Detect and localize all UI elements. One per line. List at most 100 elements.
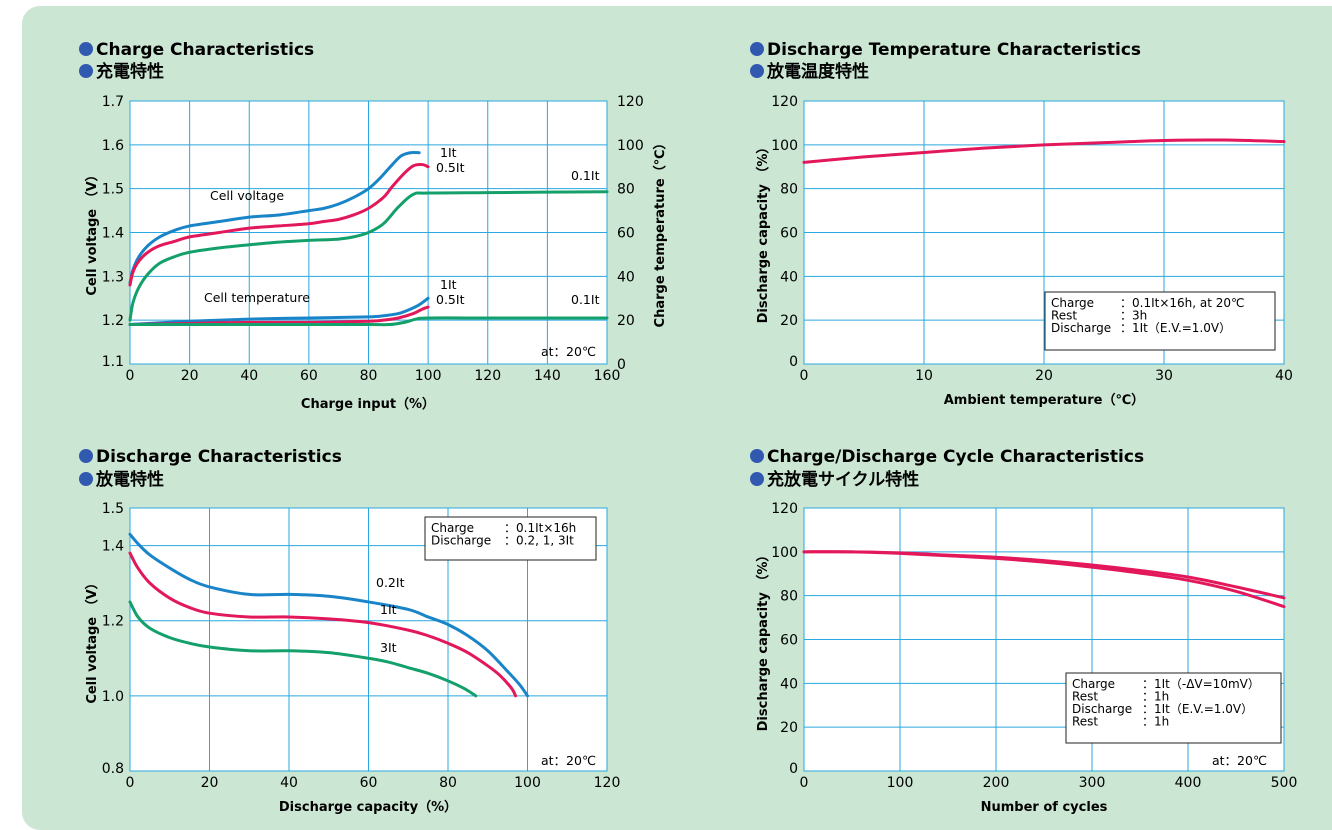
y-axis-label: Discharge capacity （%） (755, 549, 771, 732)
y-tick-labels: 1.1 1.2 1.3 1.4 1.5 1.6 1.7 (102, 94, 124, 370)
x-tick-label: 120 (594, 775, 621, 791)
cycle-chart: Charge/Discharge Cycle Characteristics 充… (750, 447, 1297, 815)
subtitle-bullet-icon (79, 64, 93, 78)
grid-lines (804, 508, 1284, 771)
voltage-05it-label: 0.5It (436, 160, 465, 175)
y-tick-label: 1.5 (102, 501, 124, 517)
y-tick-label: 1.6 (102, 138, 124, 154)
y2-tick-label: 40 (617, 269, 635, 285)
note-value: ：1It（E.V.=1.0V） (1120, 321, 1231, 335)
x-tick-label: 80 (439, 775, 457, 791)
note-box (1044, 291, 1276, 351)
series-line (128, 296, 430, 327)
series-line (128, 532, 529, 698)
note-key: Discharge (1072, 702, 1132, 716)
y-tick-label: 1.1 (102, 354, 124, 370)
y-tick-labels: 0 20 40 60 80 100 120 (771, 94, 798, 370)
x-tick-label: 20 (1035, 368, 1053, 384)
subtitle-bullet-icon (79, 472, 93, 486)
x-tick-label: 500 (1271, 775, 1298, 791)
temperature-01it-label: 0.1It (571, 292, 600, 307)
series-line (128, 316, 609, 327)
note-lines: Charge ：1It（-ΔV=10mV） Rest ：1h Discharge ：1It… (1072, 677, 1260, 729)
y-tick-label: 80 (780, 589, 798, 605)
x-tick-label: 60 (300, 368, 318, 384)
note-value: ：1h (1142, 690, 1169, 704)
x-tick-label: 40 (280, 775, 298, 791)
series-02it-label: 0.2It (376, 575, 405, 590)
note-box (1065, 672, 1282, 744)
y-tick-label: 1.2 (102, 313, 124, 329)
note-value: ：1It（E.V.=1.0V） (1142, 702, 1253, 716)
y-tick-label: 60 (780, 226, 798, 242)
y-tick-label: 100 (771, 138, 798, 154)
x-tick-label: 40 (240, 368, 258, 384)
title-bullet-icon (750, 42, 764, 56)
note-key: Discharge (431, 534, 491, 548)
y-tick-label: 20 (780, 313, 798, 329)
series-line (128, 551, 518, 698)
chart-subtitle: 放電特性 (95, 469, 164, 490)
chart-subtitle: 充放電サイクル特性 (767, 469, 919, 490)
y-tick-label: 0.8 (102, 761, 124, 777)
note-key: Discharge (1051, 321, 1111, 335)
y-axis-label: Cell voltage （V） (84, 576, 100, 703)
y-tick-label: 80 (780, 182, 798, 198)
series-line (128, 190, 609, 322)
y-tick-label: 60 (780, 633, 798, 649)
x-tick-label: 140 (534, 368, 561, 384)
y2-tick-label: 100 (617, 138, 644, 154)
conditions-note: Charge ：1It（-ΔV=10mV） Rest ：1h Discharge ：1It… (1065, 672, 1282, 744)
chart-title: Charge/Discharge Cycle Characteristics (767, 447, 1144, 467)
y-tick-label: 40 (780, 269, 798, 285)
y2-tick-label: 0 (617, 357, 626, 373)
note-key: Charge (1072, 677, 1115, 691)
x-tick-label: 10 (915, 368, 933, 384)
chart-title: Charge Characteristics (96, 40, 314, 60)
x-tick-labels: 0 20 40 60 80 100 120 (126, 775, 621, 791)
y-axis-label: Cell voltage （V） (84, 168, 100, 295)
series-line (128, 600, 478, 698)
note-key: Charge (1051, 296, 1094, 310)
note-value: ：0.1It×16h, at 20℃ (1120, 296, 1245, 310)
chart-subtitle: 放電温度特性 (766, 61, 869, 82)
y2-tick-label: 60 (617, 226, 635, 242)
x-axis-label: Ambient temperature（℃） (944, 392, 1145, 408)
discharge-chart: Discharge Characteristics 放電特性 0 20 40 60 80… (79, 447, 620, 815)
x-tick-labels: 0 100 200 300 400 500 (800, 775, 1298, 791)
x-tick-label: 0 (800, 368, 809, 384)
at-temperature-note: at：20℃ (1212, 753, 1267, 768)
x-tick-label: 80 (360, 368, 378, 384)
y-tick-label: 120 (771, 94, 798, 110)
note-key: Rest (1051, 309, 1077, 323)
y-tick-label: 0 (789, 354, 798, 370)
series-line (802, 138, 1286, 164)
chart-subtitle: 充電特性 (96, 61, 164, 82)
series-1it-label: 1It (380, 602, 397, 617)
note-key: Rest (1072, 715, 1098, 729)
note-value: ：1It（-ΔV=10mV） (1142, 677, 1260, 691)
temperature-1it-label: 1It (440, 277, 457, 292)
x-tick-label: 0 (126, 368, 135, 384)
chart-title: Discharge Characteristics (96, 447, 342, 467)
series-group (128, 532, 529, 698)
title-bullet-icon (750, 449, 764, 463)
series-line (802, 550, 1286, 609)
series-group (802, 138, 1286, 164)
chart-title: Discharge Temperature Characteristics (767, 40, 1141, 60)
x-tick-label: 120 (474, 368, 501, 384)
note-value: ：1h (1142, 715, 1169, 729)
series-group (128, 150, 609, 327)
charge-chart: Charge Characteristics 充電特性 0 20 40 60 80 100… (79, 40, 668, 412)
y-axis-label: Discharge capacity （%） (755, 141, 771, 324)
y-tick-label: 0 (789, 761, 798, 777)
series-line (128, 305, 430, 327)
y2-tick-label: 20 (617, 313, 635, 329)
series-3it-label: 3It (380, 640, 397, 655)
at-temperature-note: at：20℃ (541, 753, 596, 768)
conditions-note: Charge ：0.1It×16h Discharge ：0.2, 1, 3It (424, 516, 597, 561)
y-tick-label: 1.2 (102, 614, 124, 630)
x-tick-label: 100 (887, 775, 914, 791)
y-tick-label: 100 (771, 545, 798, 561)
note-lines: Charge ：0.1It×16h, at 20℃ Rest ：3h Discharge… (1051, 296, 1245, 335)
